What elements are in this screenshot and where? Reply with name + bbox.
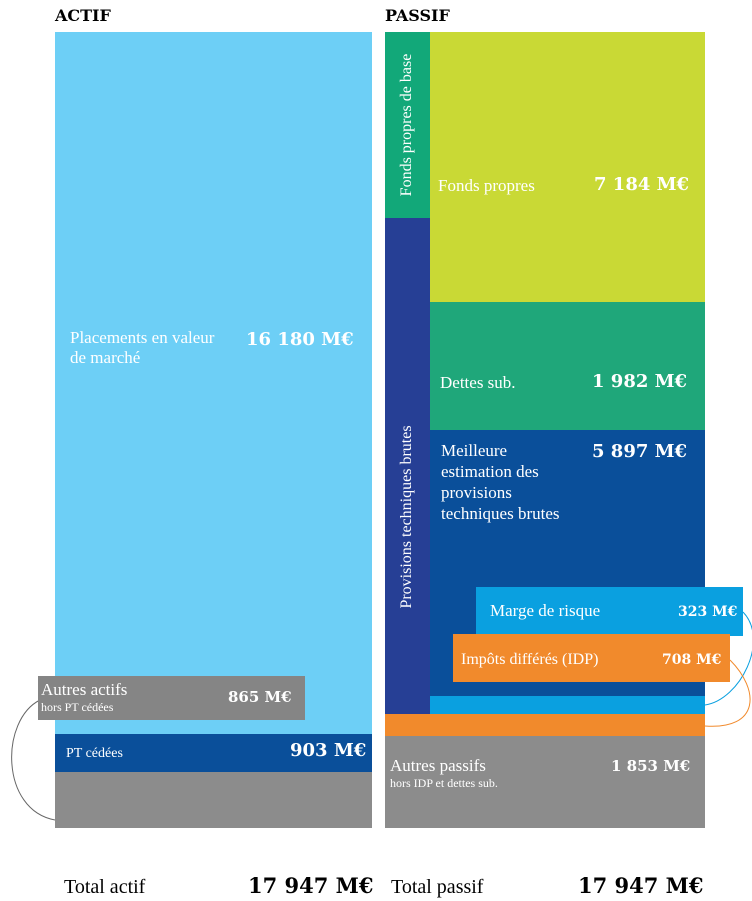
value: 5 897 M€ — [592, 441, 688, 462]
value: 323 M€ — [678, 604, 738, 620]
label: Dettes sub. — [440, 373, 516, 392]
label: Meilleure estimation des provisions tech… — [441, 441, 560, 523]
block — [385, 218, 430, 716]
total-label: Total actif — [64, 876, 146, 898]
block — [385, 736, 705, 828]
value: 865 M€ — [228, 688, 292, 706]
value: 1 982 M€ — [592, 371, 688, 392]
block — [55, 734, 372, 772]
block — [453, 634, 730, 682]
sublabel: hors PT cédées — [41, 700, 114, 714]
block — [430, 32, 705, 302]
label: Marge de risque — [490, 601, 601, 620]
value: 1 853 M€ — [611, 757, 691, 775]
label: Placements en valeur de marché — [70, 328, 215, 367]
value: 16 180 M€ — [246, 329, 354, 350]
block — [430, 302, 705, 430]
label: Fonds propres — [438, 176, 535, 195]
block — [385, 714, 705, 736]
sublabel: hors IDP et dettes sub. — [390, 776, 498, 790]
block — [430, 696, 705, 714]
block — [385, 32, 430, 218]
connector — [11, 699, 56, 821]
total-value: 17 947 M€ — [578, 873, 704, 898]
label: Autres passifs — [390, 756, 486, 775]
label: Provisions techniques brutes — [398, 425, 415, 609]
label: Fonds propres de base — [398, 53, 415, 197]
block — [476, 587, 743, 636]
value: 903 M€ — [290, 740, 367, 761]
heading: ACTIF — [55, 6, 111, 25]
block — [55, 32, 372, 734]
total-value: 17 947 M€ — [248, 873, 374, 898]
value: 708 M€ — [662, 652, 722, 668]
label: Impôts différés (IDP) — [461, 651, 599, 668]
total-label: Total passif — [391, 876, 484, 898]
label: Autres actifs — [41, 680, 128, 699]
block — [38, 676, 305, 720]
label: PT cédées — [66, 746, 123, 761]
value: 7 184 M€ — [594, 174, 690, 195]
connector — [704, 659, 751, 727]
heading: PASSIF — [385, 6, 450, 25]
block — [55, 772, 372, 828]
connector — [704, 611, 752, 706]
